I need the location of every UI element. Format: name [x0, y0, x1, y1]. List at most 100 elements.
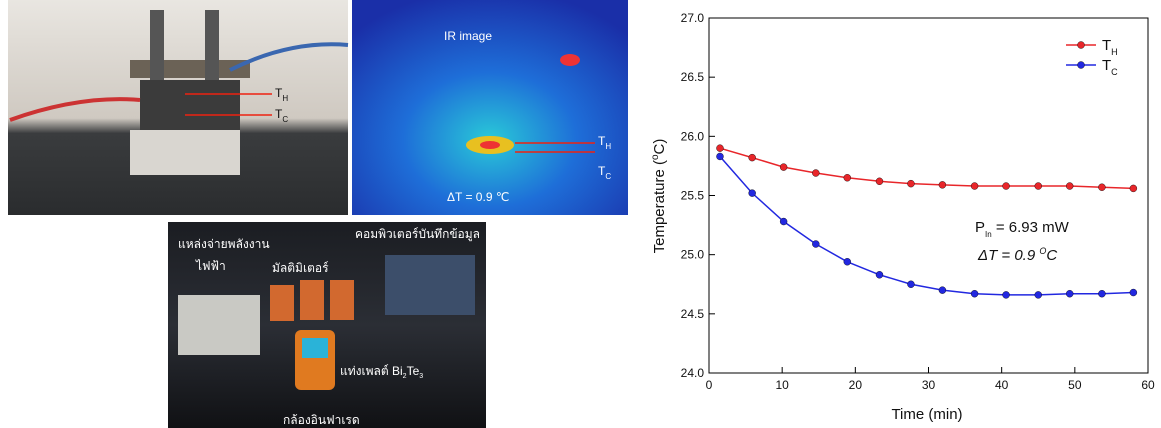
annotation-power: PIn = 6.93 mW [975, 219, 1070, 239]
label-main: แท่งเพลต์ Bi [340, 364, 403, 378]
label-th: TH [598, 134, 611, 151]
label-power: แหล่งจ่ายพลังงาน [178, 237, 270, 251]
data-point [779, 163, 788, 171]
label-main: Te [407, 364, 420, 378]
ir-title: IR image [444, 29, 492, 43]
label-sub: C [282, 115, 288, 124]
y-tick-label: 26.0 [681, 129, 705, 143]
data-point [1034, 182, 1042, 190]
y-tick-label: 25.5 [681, 189, 705, 203]
label-sub: 3 [419, 373, 423, 380]
photo-wire [9, 97, 141, 122]
legend-sub: C [1111, 67, 1118, 77]
data-point [875, 177, 884, 186]
label-multimeter: มัลติมิเตอร์ [272, 261, 329, 275]
data-point [843, 258, 851, 266]
legend-name: T [1102, 37, 1111, 54]
data-point [812, 169, 820, 177]
data-point [907, 280, 915, 288]
data-point [716, 152, 724, 161]
ir-photo: IR image TH TC ΔT = 0.9 ℃ [352, 0, 628, 215]
hot-spot [480, 141, 500, 149]
data-point [907, 179, 915, 188]
label-camera: กล้องอินฟาเรด [283, 413, 360, 427]
photo-bolt [205, 10, 219, 80]
delta-t: ΔT = 0.9 ℃ [447, 190, 509, 204]
chart: Time (min) Temperature (oC) PIn = 6.93 m… [650, 11, 1155, 423]
legend-marker [1077, 41, 1085, 49]
x-tick-label: 40 [995, 378, 1009, 392]
label-main: ΔT = 0.9 [977, 247, 1039, 264]
data-point [970, 182, 979, 190]
data-point [1066, 182, 1074, 190]
legend-marker [1077, 61, 1085, 69]
data-point [1098, 290, 1106, 298]
hot-spot [560, 54, 580, 66]
label-sub: In [985, 230, 992, 239]
label-tc: TC [275, 107, 288, 124]
y-tick-label: 27.0 [681, 11, 705, 25]
data-point [1034, 291, 1042, 299]
multimeter [300, 280, 324, 320]
y-tick-label: 25.0 [681, 248, 705, 262]
data-point [1098, 183, 1106, 191]
data-point [716, 144, 724, 152]
label-main: T [275, 107, 283, 121]
data-point [938, 286, 947, 294]
data-point [875, 271, 884, 279]
data-point [1129, 184, 1138, 193]
x-axis-label: Time (min) [891, 406, 962, 423]
label-sub: H [605, 142, 611, 151]
series-line [719, 155, 1134, 296]
data-point [1002, 291, 1010, 299]
ir-camera-screen [302, 338, 328, 358]
data-point [970, 290, 979, 298]
x-tick-label: 10 [775, 378, 789, 392]
annotation-delta: ΔT = 0.9 OC [977, 246, 1057, 264]
x-tick-label: 60 [1141, 378, 1155, 392]
label-sub: C [605, 172, 611, 181]
label-main: C [1046, 247, 1057, 264]
data-point [748, 153, 756, 162]
data-point [1129, 288, 1138, 297]
series-line [719, 147, 1134, 190]
legend-label: TH [1102, 37, 1118, 57]
label-tc: TC [598, 164, 611, 181]
data-point [1066, 290, 1074, 298]
label-sup: o [650, 154, 661, 160]
y-tick-label: 24.5 [681, 307, 705, 321]
label-th: TH [275, 86, 288, 103]
label-main: Temperature ( [651, 160, 668, 253]
label-computer: คอมพิวเตอร์บันทึกข้อมูล [355, 227, 480, 242]
legend-sub: H [1111, 47, 1118, 57]
data-point [938, 181, 947, 189]
data-point [1002, 182, 1010, 190]
label-sub: 2 [403, 373, 407, 380]
photo-wire [229, 42, 349, 72]
label-main: C) [651, 139, 668, 155]
label-power: ไฟฟ้า [195, 259, 226, 273]
x-tick-label: 30 [922, 378, 936, 392]
multimeter [330, 280, 354, 320]
label-main: T [598, 134, 606, 148]
label-main: T [275, 86, 283, 100]
data-point [812, 240, 820, 248]
legend-name: T [1102, 57, 1111, 74]
multimeter [270, 285, 294, 321]
photo-background [352, 0, 628, 215]
x-tick-label: 0 [706, 378, 713, 392]
photo-bolt [150, 10, 164, 80]
label-sub: H [282, 94, 288, 103]
x-tick-label: 20 [849, 378, 863, 392]
label-main: P [975, 219, 985, 236]
y-tick-label: 26.5 [681, 70, 705, 84]
data-point [779, 217, 788, 226]
setup-photo: TH TC [8, 0, 349, 215]
laptop [385, 255, 475, 315]
label-module: แท่งเพลต์ Bi2Te3 [340, 364, 423, 380]
photo-base [130, 130, 240, 175]
x-tick-label: 50 [1068, 378, 1082, 392]
power-supply [178, 295, 260, 355]
plot-frame [708, 17, 1149, 374]
